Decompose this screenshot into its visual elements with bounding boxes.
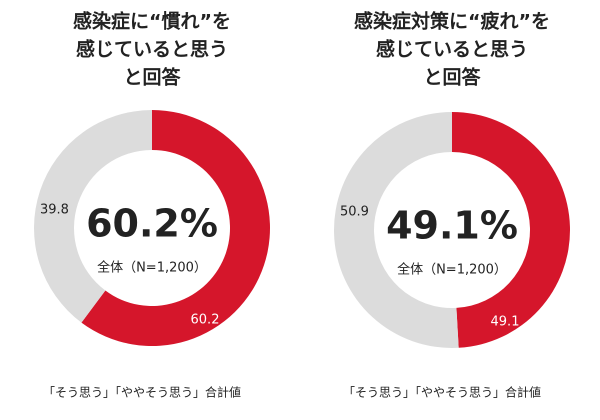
- chart-title: 感じていると思う: [376, 38, 528, 61]
- slice-label: 49.1: [491, 314, 520, 329]
- donut-slice: [81, 110, 271, 346]
- donut-slice: [334, 112, 459, 348]
- center-value: 60.2%: [86, 202, 218, 246]
- slice-label: 50.9: [340, 205, 369, 220]
- slice-label: 60.2: [191, 312, 220, 327]
- center-caption: 全体（N=1,200）: [97, 260, 207, 276]
- footnote: 「そう思う」「ややそう思う」合計値: [43, 385, 241, 400]
- chart-title: 感染症対策に“疲れ”を: [354, 10, 550, 33]
- donut-slice: [33, 110, 153, 323]
- chart-title: 感染症に“慣れ”を: [73, 10, 231, 33]
- chart-title: と回答: [423, 66, 481, 89]
- center-value: 49.1%: [386, 204, 518, 248]
- slice-label: 39.8: [40, 203, 69, 218]
- center-caption: 全体（N=1,200）: [397, 262, 507, 278]
- chart-title: と回答: [123, 66, 181, 89]
- donut-slice: [452, 112, 571, 348]
- footnote: 「そう思う」「ややそう思う」合計値: [343, 385, 541, 400]
- chart-title: 感じていると思う: [76, 38, 228, 61]
